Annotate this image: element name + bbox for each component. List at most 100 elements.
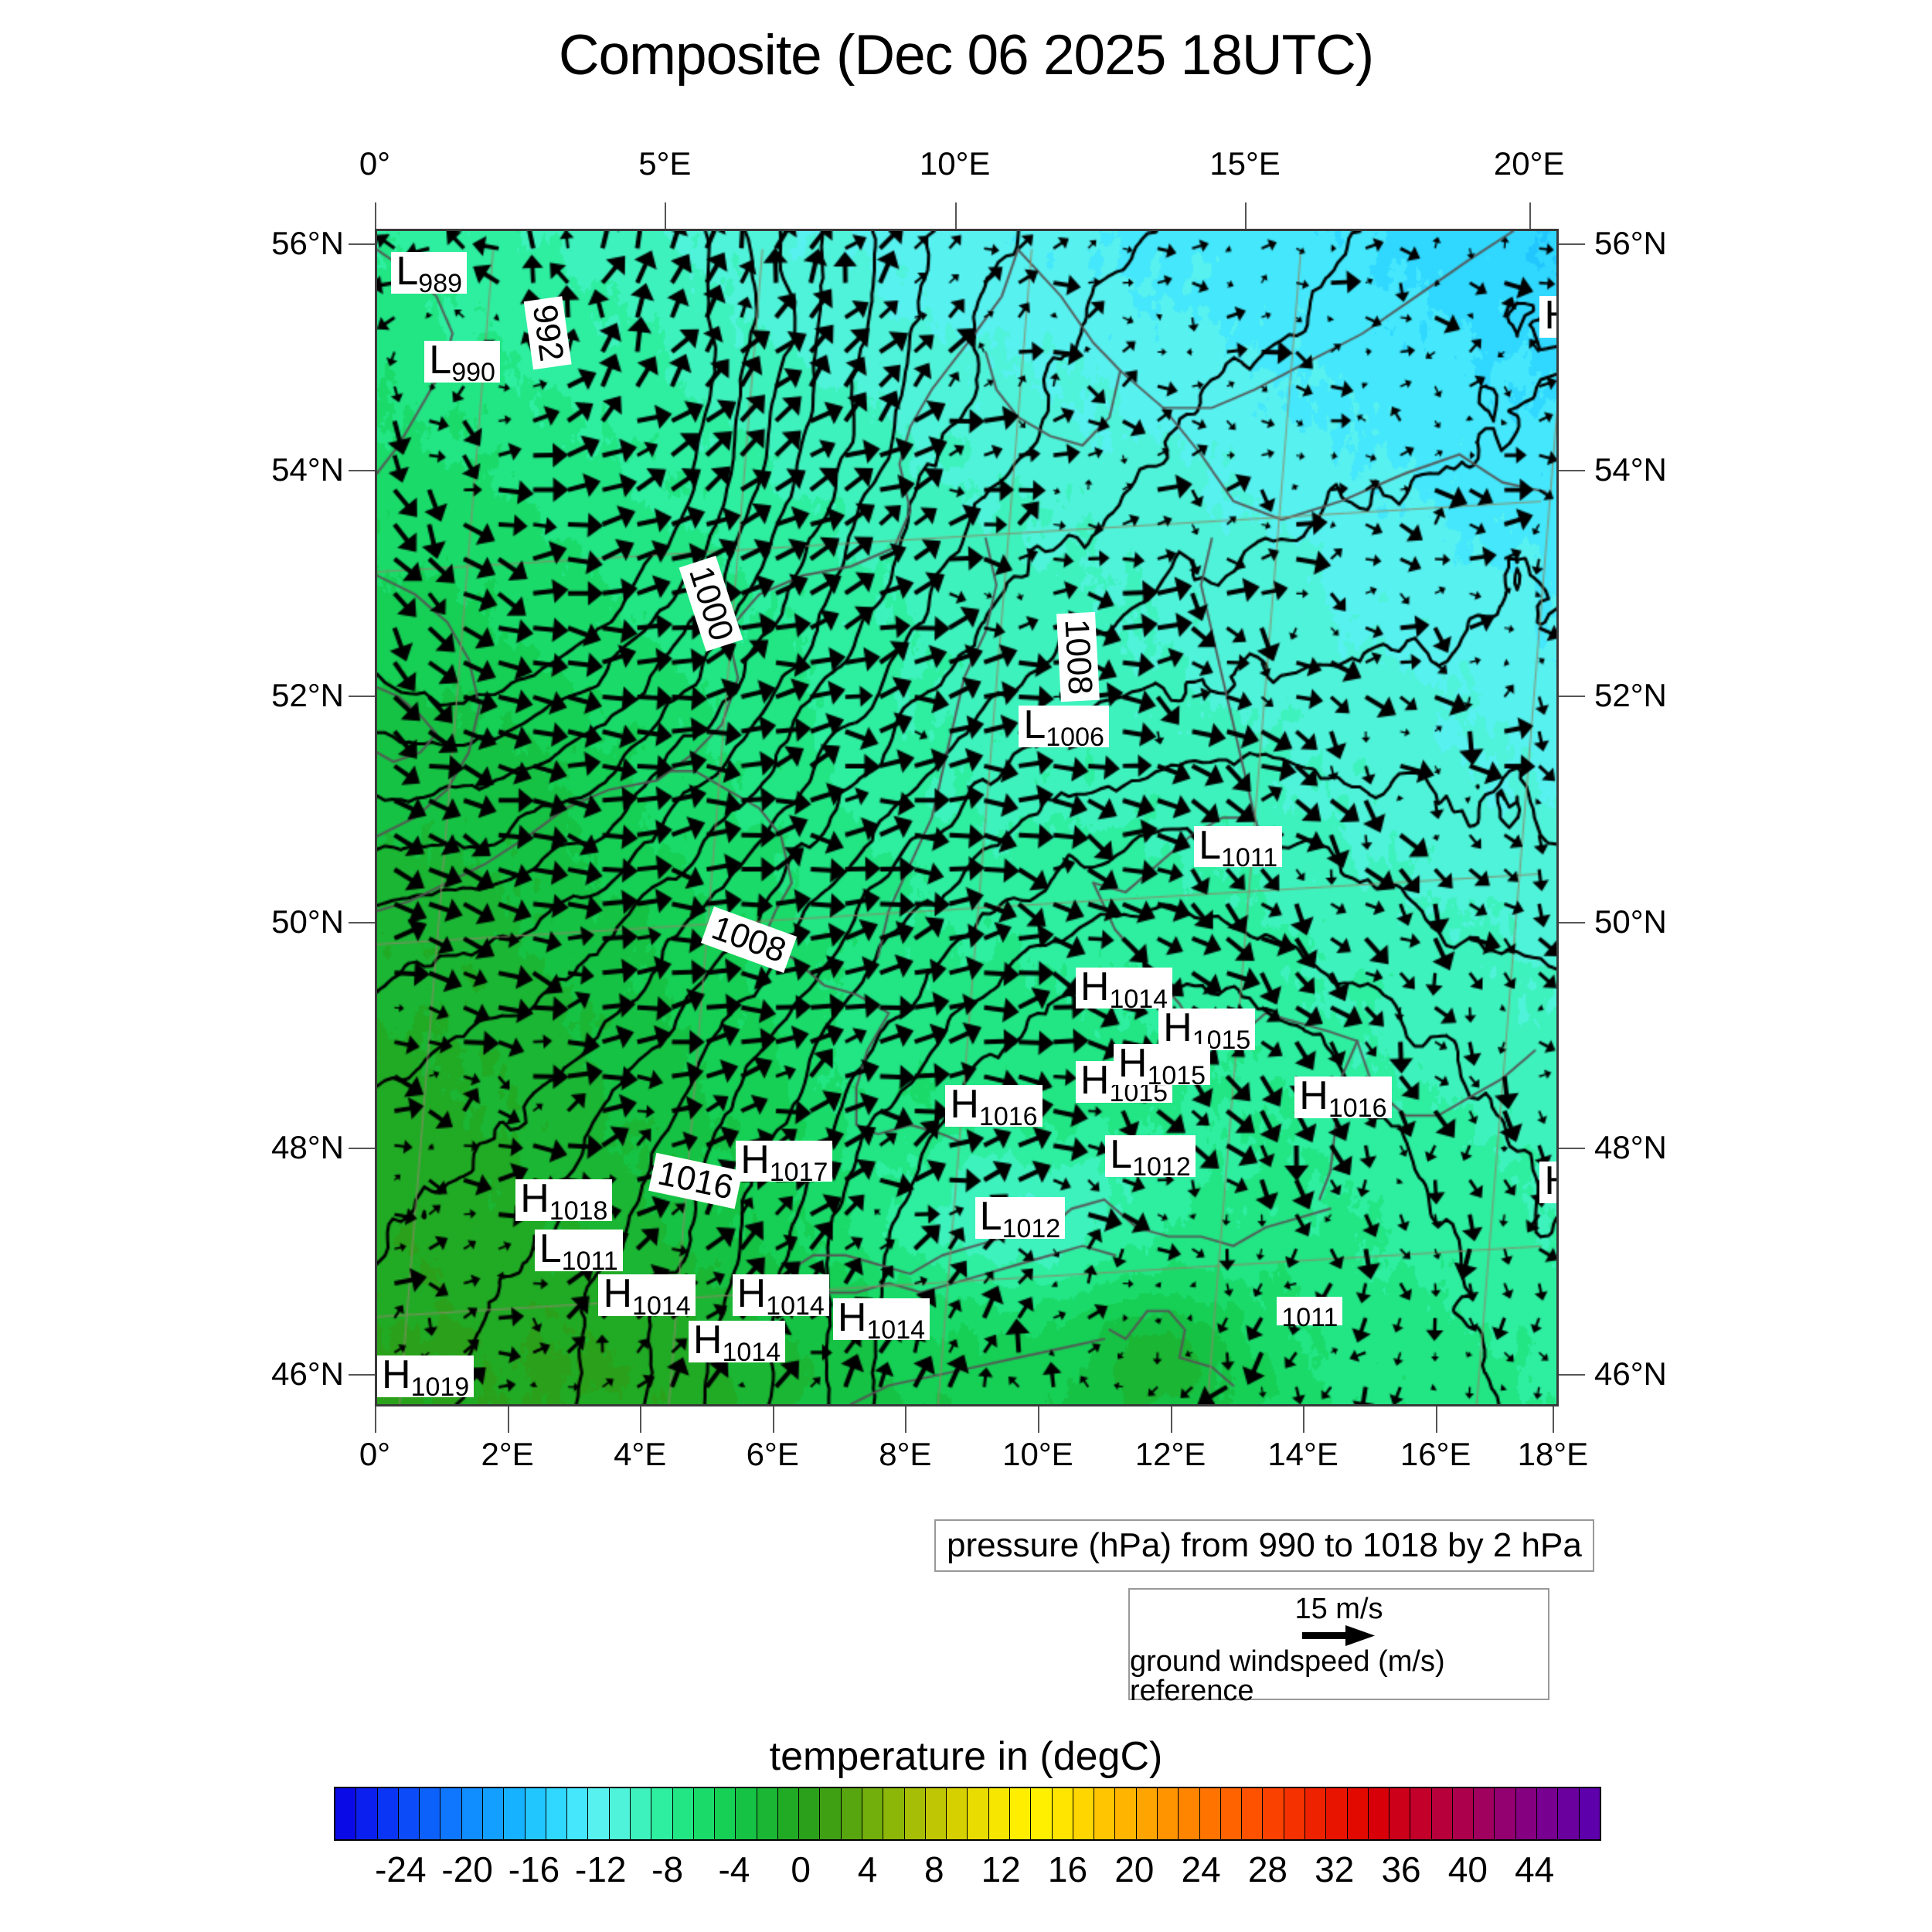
latitude-tick-label-left: 54°N [271,451,344,488]
pressure-marker-high: H1014 [688,1320,786,1366]
colorbar-swatch [398,1788,420,1839]
axis-tick [375,1406,376,1433]
colorbar-swatch [1157,1788,1179,1839]
colorbar-swatch [1199,1788,1221,1839]
pressure-marker-value: 1006 [1046,723,1104,753]
colorbar-title: temperature in (degC) [769,1734,1163,1779]
colorbar-swatch [904,1788,926,1839]
pressure-marker-type: L [429,337,452,383]
colorbar-swatch [546,1788,568,1839]
latitude-tick-label-left: 56°N [271,225,344,262]
latitude-tick-label-right: 52°N [1594,677,1667,714]
colorbar-swatch [1284,1788,1305,1839]
latitude-tick-label-left: 48°N [271,1129,344,1166]
pressure-marker-value: 1014 [866,1315,926,1345]
right-arrow-icon [1301,1624,1376,1647]
colorbar-swatch [567,1788,589,1839]
pressure-marker-type: L [1199,822,1221,868]
pressure-marker-value: 989 [418,269,463,299]
colorbar-swatch [862,1788,884,1839]
colorbar-tick-label: 20 [1114,1849,1155,1889]
colorbar-swatch [525,1788,546,1839]
pressure-marker-type: L [1110,1132,1133,1178]
pressure-marker-type: H [520,1175,549,1221]
colorbar-swatch [715,1788,736,1839]
colorbar-swatch [377,1788,399,1839]
pressure-marker-value: 1014 [1109,984,1168,1014]
colorbar-swatch [1242,1788,1264,1839]
pressure-marker-value: 1011 [561,1247,618,1277]
colorbar-tick-label: 4 [857,1849,878,1889]
colorbar-swatch [883,1788,905,1839]
colorbar-swatch [1495,1788,1516,1839]
axis-tick [1559,469,1585,471]
pressure-marker-low: L989 [391,251,468,297]
axis-tick [1303,1406,1305,1433]
colorbar-tick-label: 40 [1447,1849,1488,1889]
colorbar-swatch [1537,1788,1559,1839]
pressure-marker-high: H1014 [832,1298,930,1343]
pressure-marker-low: L1011 [1194,822,1283,871]
pressure-marker-low: L1012 [1105,1132,1196,1180]
colorbar-swatch [461,1788,483,1839]
longitude-tick-label-top: 0° [359,145,391,182]
axis-tick [1529,202,1531,229]
axis-tick [772,1406,774,1433]
axis-tick [905,1406,907,1433]
pressure-marker-type: H [382,1352,411,1398]
axis-tick [349,921,375,923]
pressure-marker-type: L [1023,702,1046,748]
latitude-tick-label-left: 52°N [271,677,344,714]
colorbar-swatch [988,1788,1010,1839]
colorbar-swatch [736,1788,757,1839]
longitude-tick-label-bottom: 8°E [879,1436,932,1472]
weather-map[interactable]: L989 L990 L1006 L1011 H1014 H1015 H1015 H1015 H1… [375,229,1559,1406]
colorbar-swatch [1368,1788,1390,1839]
colorbar-swatch [820,1788,842,1839]
axis-tick [1037,1406,1039,1433]
pressure-marker-high: H1015 [1158,1008,1256,1053]
axis-tick [1245,202,1247,229]
pressure-marker-value: 1017 [769,1157,828,1187]
pressure-marker-value: 1018 [549,1196,608,1226]
pressure-marker-high: H1014 [732,1274,829,1319]
colorbar-swatch [1431,1788,1453,1839]
axis-tick [1559,921,1585,923]
pressure-marker-type: H [950,1081,979,1127]
pressure-marker-type: H [740,1137,770,1182]
longitude-tick-label-bottom: 0° [359,1436,391,1472]
pressure-marker-high: H [1539,295,1556,338]
axis-tick [349,696,375,698]
colorbar-swatch [1115,1788,1137,1839]
pressure-marker-high: H1019 [377,1352,474,1400]
temperature-colorbar[interactable] [334,1787,1601,1841]
colorbar-swatch [651,1788,673,1839]
colorbar-swatch [1073,1788,1095,1839]
colorbar-swatch [588,1788,610,1839]
colorbar-swatch [1389,1788,1411,1839]
colorbar-swatch [1452,1788,1475,1839]
colorbar-swatch [777,1788,800,1839]
latitude-tick-label-right: 54°N [1594,451,1667,488]
longitude-tick-label-bottom: 4°E [614,1436,667,1472]
colorbar-tick-label: -12 [575,1849,627,1889]
axis-tick [640,1406,642,1433]
longitude-tick-label-bottom: 16°E [1400,1436,1471,1472]
axis-tick [1553,1406,1555,1433]
colorbar-tick-label: 32 [1315,1849,1355,1889]
colorbar-tick-label: -16 [508,1849,560,1889]
longitude-tick-label-top: 15°E [1209,145,1281,182]
longitude-tick-label-bottom: 2°E [481,1436,534,1472]
colorbar-swatch [1031,1788,1053,1839]
colorbar-swatch [482,1788,505,1839]
longitude-tick-label-top: 20°E [1493,145,1565,182]
axis-tick [349,1148,375,1150]
colorbar-swatch [609,1788,631,1839]
pressure-marker-low: L990 [424,337,500,386]
colorbar-swatch [630,1788,652,1839]
longitude-tick-label-top: 5°E [638,145,692,182]
colorbar-swatch [1136,1788,1158,1839]
colorbar-swatch [757,1788,778,1839]
colorbar-tick-label: 12 [981,1849,1021,1889]
axis-tick [1559,243,1585,246]
